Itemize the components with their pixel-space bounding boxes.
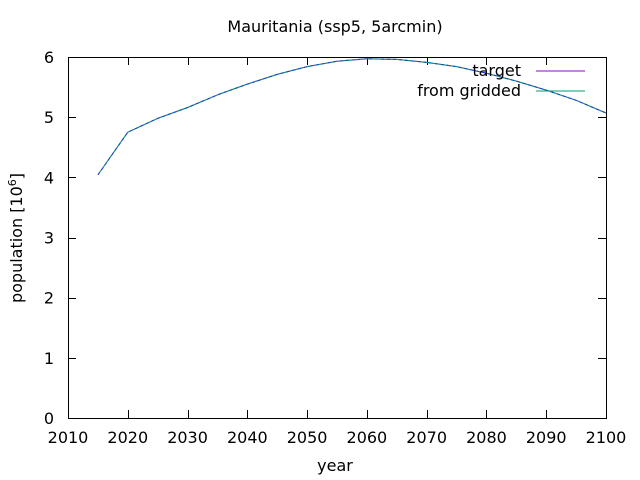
x-axis: 2010 2020 2030 2040 2050 2060 2070 2080 2090 2100 [48,57,627,447]
x-tick-label: 2090 [526,428,567,447]
x-tick-label: 2020 [107,428,148,447]
series-line-from-gridded [97,58,607,176]
y-tick-label: 2 [44,289,54,308]
x-tick-label: 2010 [48,428,89,447]
legend-label-target: target [472,61,521,80]
x-tick-label: 2060 [347,428,388,447]
x-tick-label: 2030 [167,428,208,447]
x-tick-label: 2080 [466,428,507,447]
y-axis-label-exponent: 6 [6,179,19,186]
series-line-target [97,58,607,176]
y-axis-label-close: ] [7,173,26,179]
legend-label-from-gridded: from gridded [417,81,521,100]
chart-title: Mauritania (ssp5, 5arcmin) [227,17,442,36]
y-tick-label: 1 [44,349,54,368]
series-overlay-line [97,58,607,176]
y-tick-label: 6 [44,48,54,67]
y-tick-label: 4 [44,168,54,187]
y-tick-label: 5 [44,108,54,127]
x-tick-label: 2040 [227,428,268,447]
y-axis-label: population [106] [6,173,27,303]
x-axis-label: year [317,456,353,475]
x-tick-label: 2050 [287,428,328,447]
legend: target from gridded [417,61,585,100]
x-tick-label: 2070 [406,428,447,447]
plot-frame [68,57,607,419]
y-axis: 0 1 2 3 4 5 6 [44,48,606,428]
x-tick-label: 2100 [586,428,627,447]
y-tick-label: 3 [44,229,54,248]
y-tick-label: 0 [44,409,54,428]
series-layer [97,58,607,176]
y-axis-label-main: population [10 [7,186,26,303]
